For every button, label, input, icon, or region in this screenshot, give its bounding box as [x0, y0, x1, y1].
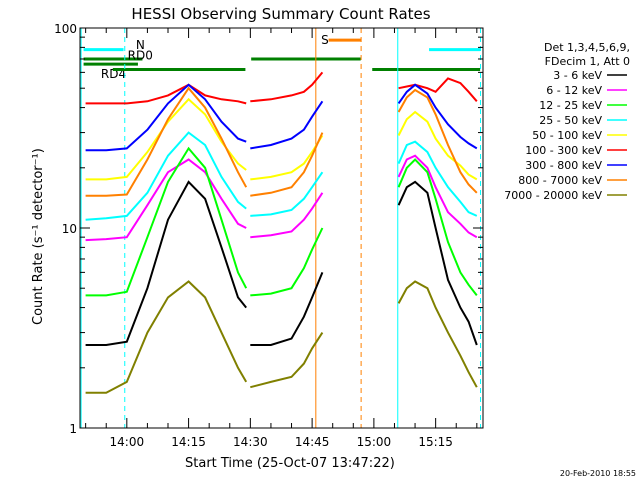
series-line-6 [397, 83, 478, 150]
y-tick-label: 100 [54, 22, 77, 36]
series-line-4 [85, 97, 247, 181]
x-tick-label: 14:00 [110, 435, 145, 449]
series-line-2 [250, 227, 324, 297]
legend-entry-label: 300 - 800 keV [525, 159, 602, 172]
series-line-3 [250, 171, 324, 217]
y-axis-label: Count Rate (s⁻¹ detector⁻¹) [31, 148, 46, 325]
x-tick-label: 14:30 [233, 435, 268, 449]
series-line-3 [85, 131, 247, 221]
x-tick-label: 14:15 [171, 435, 206, 449]
series-line-6 [250, 100, 324, 150]
series-line-7 [397, 88, 478, 194]
flag-label: RD0 [128, 48, 153, 62]
series-line-5 [250, 71, 324, 103]
legend-entry-label: 12 - 25 keV [539, 99, 602, 112]
series-line-8 [397, 280, 478, 388]
series-lines [85, 71, 478, 394]
legend: Det 1,3,4,5,6,9, FDecim 1, Att 0 3 - 6 k… [504, 41, 630, 202]
series-line-0 [85, 180, 247, 346]
series-line-7 [250, 132, 324, 197]
flag-label: S [321, 33, 329, 47]
x-tick-label: 15:15 [418, 435, 453, 449]
vertical-markers [80, 28, 482, 428]
plot-frame [79, 27, 484, 429]
series-line-1 [397, 154, 478, 239]
series-line-7 [85, 86, 248, 197]
series-line-8 [250, 332, 324, 389]
legend-entry-label: 800 - 7000 keV [518, 174, 602, 187]
chart-title: HESSI Observing Summary Count Rates [131, 5, 430, 23]
series-line-8 [85, 280, 248, 394]
series-line-2 [85, 146, 248, 297]
plot-axes: 1 10 100 14:00 14:15 14:30 14:45 15:00 15:15 [54, 22, 484, 449]
series-line-2 [397, 158, 478, 297]
series-line-5 [85, 83, 247, 105]
legend-entry-label: 100 - 300 keV [525, 144, 602, 157]
y-tick-label: 10 [62, 222, 77, 236]
x-tick-label: 14:45 [295, 435, 330, 449]
series-line-4 [250, 134, 324, 181]
legend-entry-label: 25 - 50 keV [539, 114, 602, 127]
legend-header-1: Det 1,3,4,5,6,9, [544, 41, 630, 54]
legend-header-2: FDecim 1, Att 0 [545, 55, 630, 68]
series-line-4 [397, 110, 478, 181]
y-tick-label: 1 [69, 422, 77, 436]
series-line-3 [397, 140, 478, 217]
flag-label: N [136, 38, 145, 52]
series-line-0 [397, 180, 478, 346]
legend-entry-label: 50 - 100 keV [532, 129, 602, 142]
legend-entry-label: 6 - 12 keV [546, 84, 602, 97]
legend-entry-label: 7000 - 20000 keV [504, 189, 602, 202]
footer-timestamp: 20-Feb-2010 18:55 [560, 469, 636, 478]
series-line-5 [398, 77, 478, 102]
x-axis-label: Start Time (25-Oct-07 13:47:22) [185, 456, 395, 471]
legend-entry-label: 3 - 6 keV [553, 69, 602, 82]
series-line-0 [250, 272, 324, 346]
x-tick-label: 15:00 [357, 435, 392, 449]
series-line-6 [85, 83, 247, 152]
series-line-1 [250, 192, 324, 239]
